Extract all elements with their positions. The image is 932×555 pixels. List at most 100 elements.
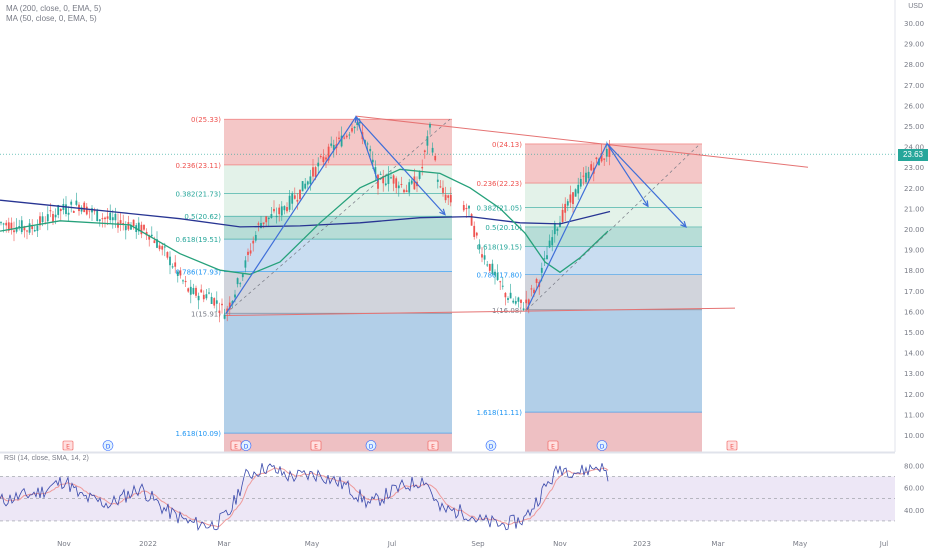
- candle-body: [343, 137, 346, 139]
- candle-body: [0, 222, 2, 224]
- x-tick-label: May: [793, 540, 807, 548]
- rsi-ma-line: [0, 467, 609, 528]
- candle-body: [436, 179, 439, 182]
- event-letter: D: [244, 444, 249, 451]
- candle-body: [553, 222, 556, 235]
- candle-body: [548, 240, 551, 248]
- fib-right-label: 0.786(17.80): [476, 271, 522, 279]
- candle-body: [327, 146, 330, 161]
- candle-body: [195, 287, 197, 296]
- fib-left-zone: [224, 193, 452, 217]
- y-tick-label: 22.00: [904, 185, 924, 193]
- fib-right-label: 1.618(11.11): [476, 409, 522, 417]
- candle-body: [122, 222, 125, 224]
- projection-right-a-head: [642, 200, 649, 208]
- candle-body: [257, 223, 260, 225]
- candle-body: [319, 156, 322, 158]
- candle-body: [226, 308, 229, 313]
- resistance-trendline: [355, 115, 809, 168]
- event-letter: D: [600, 444, 605, 451]
- candle-body: [31, 226, 34, 230]
- candle-body: [314, 167, 317, 178]
- fib-left-zone: [224, 271, 452, 314]
- event-letter: E: [431, 444, 435, 451]
- y-tick-label: 19.00: [904, 247, 924, 255]
- fib-right-diagonal: [526, 143, 701, 311]
- candle-body: [434, 155, 437, 161]
- candle-body: [67, 212, 70, 215]
- event-badge-earnings: [310, 440, 322, 451]
- candle-body: [49, 210, 52, 212]
- x-tick-label: 2023: [633, 540, 651, 548]
- y-tick-label: 26.00: [904, 102, 924, 110]
- candle-body: [117, 222, 119, 228]
- ma50-legend[interactable]: MA (50, close, 0, EMA, 5): [6, 14, 97, 23]
- candle-body: [527, 299, 530, 305]
- candle-body: [28, 223, 31, 233]
- candle-body: [200, 289, 203, 293]
- candle-body: [218, 310, 221, 313]
- ma200-line: [0, 199, 611, 228]
- candle-body: [395, 178, 398, 188]
- event-badge-earnings: [547, 440, 559, 451]
- candle-body: [603, 158, 606, 160]
- candle-body: [517, 297, 520, 302]
- candle-body: [468, 205, 470, 209]
- fib-left-zone: [224, 239, 452, 272]
- x-tick-label: 2022: [139, 540, 157, 548]
- candle-body: [585, 172, 587, 183]
- y-tick-label: 25.00: [904, 123, 924, 131]
- candle-body: [317, 162, 320, 167]
- candle-body: [582, 175, 585, 177]
- candle-body: [288, 195, 291, 210]
- candle-body: [296, 199, 299, 202]
- fib-left-label: 0.236(23.11): [175, 162, 221, 170]
- candle-body: [598, 158, 600, 166]
- fib-left-label: 0.382(21.73): [175, 190, 221, 198]
- candle-body: [374, 167, 377, 175]
- ma200-legend[interactable]: MA (200, close, 0, EMA, 5): [6, 4, 102, 13]
- candle-body: [7, 222, 10, 231]
- candle-body: [52, 213, 54, 222]
- event-badge-dividend: [485, 440, 497, 451]
- candle-body: [488, 263, 491, 271]
- candle-body: [208, 292, 210, 294]
- event-badge-dividend: [596, 440, 608, 451]
- candle-body: [70, 201, 73, 205]
- x-tick-label: Nov: [57, 540, 71, 548]
- event-badge-dividend: [365, 440, 377, 451]
- candle-body: [387, 173, 390, 185]
- candle-body: [15, 227, 18, 232]
- y-tick-label: 10.00: [904, 432, 924, 440]
- rsi-legend[interactable]: RSI (14, close, SMA, 14, 2): [4, 455, 89, 462]
- candle-body: [85, 206, 88, 215]
- candle-body: [304, 183, 307, 189]
- candle-body: [111, 217, 114, 221]
- candle-body: [470, 214, 473, 226]
- event-letter: E: [551, 444, 555, 451]
- fib-right-label: 0(24.13): [492, 141, 522, 149]
- candle-body: [377, 174, 379, 189]
- candle-body: [540, 267, 543, 273]
- candle-body: [353, 126, 356, 129]
- candle-body: [26, 230, 28, 232]
- candle-body: [351, 128, 353, 132]
- y-tick-label: 24.00: [904, 144, 924, 152]
- candle-body: [312, 167, 314, 177]
- candle-body: [421, 166, 424, 169]
- candle-body: [587, 171, 590, 179]
- fib-left-label: 0.5(20.62): [184, 213, 221, 221]
- candle-body: [561, 209, 564, 222]
- candle-body: [137, 222, 140, 232]
- candle-body: [514, 301, 517, 304]
- candle-body: [481, 254, 483, 258]
- y-tick-label: 30.00: [904, 20, 924, 28]
- candle-body: [465, 207, 468, 210]
- projection-left-b-head: [354, 115, 361, 123]
- candle-body: [114, 213, 117, 221]
- y-tick-label: 27.00: [904, 82, 924, 90]
- candle-body: [13, 230, 15, 233]
- candle-body: [520, 299, 522, 303]
